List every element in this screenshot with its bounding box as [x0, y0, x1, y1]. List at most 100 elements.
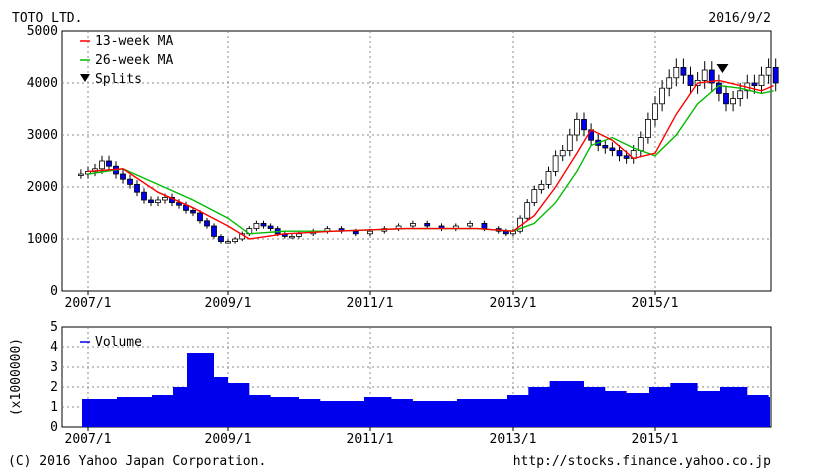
- candle-body: [708, 69, 715, 84]
- candle-body: [190, 209, 196, 214]
- price-y-tick-label: 1000: [27, 232, 58, 247]
- price-y-tick-label: 5000: [27, 24, 58, 39]
- candle-body: [78, 173, 84, 176]
- candle-body: [218, 235, 224, 242]
- candle-body: [409, 222, 416, 227]
- price-x-tick-label: 2011/1: [347, 296, 394, 311]
- source-url: http://stocks.finance.yahoo.co.jp: [513, 454, 771, 469]
- candle-body: [673, 67, 680, 79]
- candle-body: [197, 212, 203, 222]
- volume-legend-label: Volume: [95, 335, 142, 350]
- price-x-tick-label: 2007/1: [65, 296, 112, 311]
- candle-body: [602, 144, 609, 149]
- volume-y-tick-label: 5: [50, 320, 58, 335]
- ma26-line: [87, 84, 774, 235]
- volume-y-axis-label: (x1000000): [9, 338, 24, 416]
- candle-body: [581, 119, 587, 131]
- candle-body: [148, 199, 154, 203]
- volume-y-tick-label: 1: [50, 400, 58, 415]
- candle-body: [616, 150, 623, 157]
- candle-body: [232, 238, 239, 242]
- candle-body: [134, 183, 140, 193]
- price-x-tick-label: 2009/1: [205, 296, 252, 311]
- candle-body: [531, 189, 538, 204]
- candle-body: [467, 222, 474, 227]
- candle-body: [176, 202, 182, 206]
- candle-body: [730, 98, 736, 105]
- price-y-tick-label: 4000: [27, 76, 58, 91]
- candle-body: [701, 69, 708, 81]
- price-x-tick-label: 2015/1: [632, 296, 679, 311]
- candle-body: [574, 119, 580, 136]
- candle-body: [758, 74, 765, 86]
- volume-bar: [762, 397, 770, 427]
- candle-body: [367, 230, 373, 235]
- candle-body: [559, 150, 566, 157]
- splits-icon: [80, 74, 90, 82]
- candle-body: [737, 90, 744, 100]
- volume-y-tick-label: 0: [50, 420, 58, 435]
- candle-body: [566, 134, 573, 151]
- volume-y-tick-label: 2: [50, 380, 58, 395]
- candle-body: [204, 220, 210, 227]
- candle-body: [141, 191, 147, 201]
- candle-body: [502, 230, 509, 235]
- candle-body: [552, 155, 559, 172]
- candle-body: [352, 230, 359, 235]
- candle-body: [637, 137, 644, 152]
- candle-body: [716, 82, 722, 94]
- price-plot-frame: [61, 30, 772, 292]
- candle-body: [296, 233, 302, 237]
- candle-body: [609, 147, 616, 151]
- candle-body: [680, 67, 687, 76]
- volume-y-tick-label: 4: [50, 340, 58, 355]
- candle-body: [772, 67, 779, 84]
- candle-body: [723, 93, 729, 105]
- candle-body: [99, 160, 105, 170]
- price-y-tick-label: 3000: [27, 128, 58, 143]
- split-marker: [716, 64, 729, 73]
- price-panel: 0 1000 2000 3000 4000 5000 2007/1 2009/1 2011/1 2…: [27, 24, 779, 311]
- legend-label: 26-week MA: [95, 53, 173, 68]
- candle-body: [751, 82, 758, 86]
- candle-body: [687, 74, 694, 86]
- volume-x-tick-label: 2009/1: [205, 432, 252, 447]
- volume-x-tick-label: 2011/1: [347, 432, 394, 447]
- copyright-text: (C) 2016 Yahoo Japan Corporation.: [8, 454, 266, 469]
- price-y-tick-label: 0: [50, 284, 58, 299]
- candle-body: [659, 87, 665, 105]
- price-legend: 13-week MA 26-week MA Splits: [80, 34, 173, 87]
- legend-label: Splits: [95, 72, 142, 87]
- candle-body: [623, 155, 630, 159]
- candle-body: [424, 222, 431, 227]
- volume-x-tick-label: 2007/1: [65, 432, 112, 447]
- candle-body: [645, 119, 651, 139]
- candle-body: [155, 199, 161, 203]
- candle-body: [260, 222, 267, 227]
- price-y-tick-label: 2000: [27, 180, 58, 195]
- candle-body: [211, 225, 217, 237]
- candle-body: [120, 173, 126, 180]
- candle-body: [106, 160, 112, 167]
- volume-bar: [117, 397, 158, 427]
- candle-body: [127, 178, 133, 185]
- candle-body: [545, 170, 552, 185]
- chart-date: 2016/9/2: [708, 11, 771, 26]
- candle-body: [253, 222, 260, 229]
- volume-bar: [82, 399, 123, 427]
- legend-label: 13-week MA: [95, 34, 173, 49]
- candle-body: [666, 77, 673, 89]
- candle-body: [652, 103, 658, 120]
- candle-body: [481, 222, 488, 229]
- candle-body: [538, 183, 545, 190]
- candle-body: [267, 225, 274, 229]
- candle-body: [288, 235, 295, 239]
- candle-body: [765, 67, 772, 76]
- candle-body: [225, 241, 231, 244]
- volume-panel: 0 1 2 3 4 5 2007/1 2009/1 2011/1 2013/1 2015/1 (x10…: [9, 320, 772, 447]
- company-name: TOTO LTD.: [12, 11, 82, 26]
- price-x-tick-label: 2013/1: [490, 296, 537, 311]
- volume-x-tick-label: 2013/1: [490, 432, 537, 447]
- volume-y-tick-label: 3: [50, 360, 58, 375]
